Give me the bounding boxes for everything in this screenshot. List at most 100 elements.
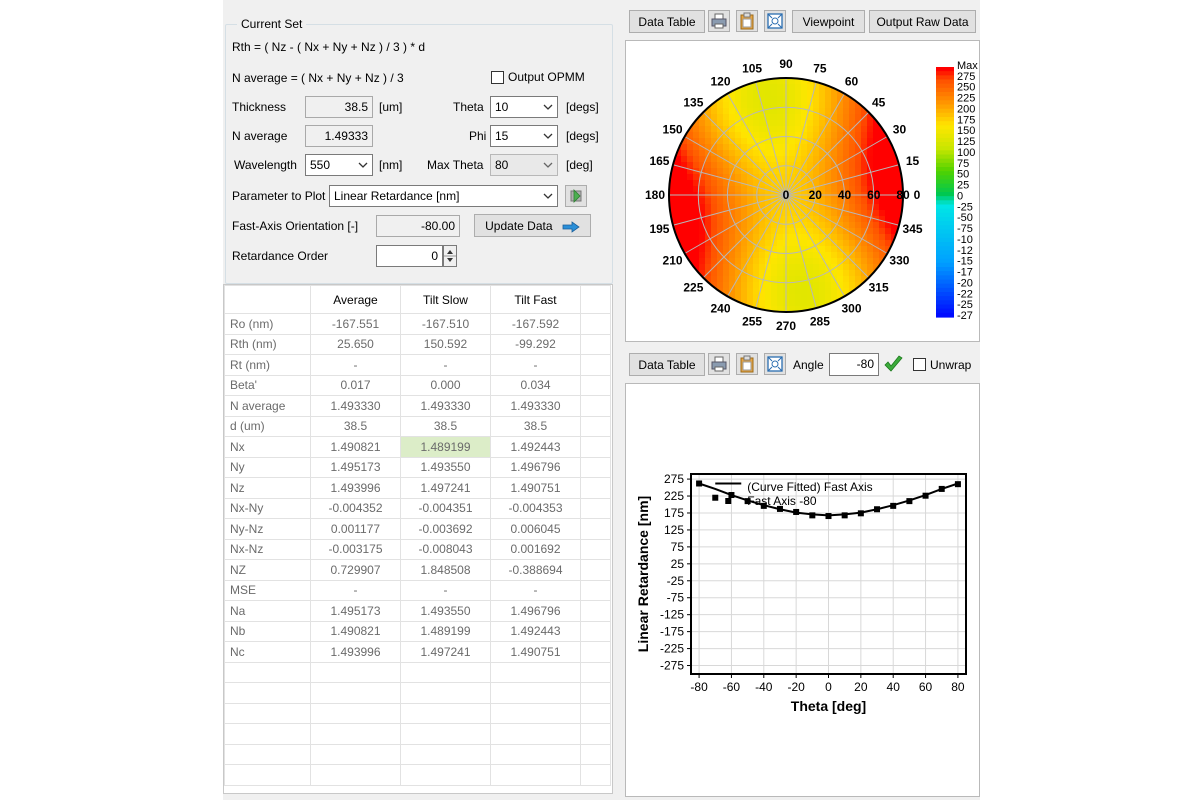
- table-cell[interactable]: -167.510: [400, 313, 491, 335]
- row-label[interactable]: MSE: [224, 579, 311, 601]
- table-cell[interactable]: -: [490, 354, 581, 376]
- empty-cell[interactable]: [310, 661, 401, 683]
- table-cell[interactable]: -0.003692: [400, 518, 491, 540]
- row-label[interactable]: Rt (nm): [224, 354, 311, 376]
- empty-cell[interactable]: [580, 333, 611, 355]
- thickness-field[interactable]: 38.5: [305, 96, 373, 118]
- table-row[interactable]: [224, 661, 611, 683]
- table-cell[interactable]: 1.493550: [400, 456, 491, 478]
- table-cell[interactable]: -: [400, 354, 491, 376]
- output-raw-data-button[interactable]: Output Raw Data: [869, 10, 976, 33]
- table-cell[interactable]: 1.493996: [310, 641, 401, 663]
- table-cell[interactable]: 1.493330: [310, 395, 401, 417]
- table-cell[interactable]: 0.017: [310, 374, 401, 396]
- empty-cell[interactable]: [310, 743, 401, 765]
- empty-cell[interactable]: [580, 559, 611, 581]
- table-row[interactable]: Nz 1.493996 1.497241 1.490751: [224, 477, 611, 499]
- empty-cell[interactable]: [580, 723, 611, 745]
- row-label[interactable]: d (um): [224, 415, 311, 437]
- fit-button-2[interactable]: [764, 353, 786, 375]
- empty-cell[interactable]: [224, 764, 311, 786]
- empty-cell[interactable]: [400, 702, 491, 724]
- empty-cell[interactable]: [490, 682, 581, 704]
- print-button[interactable]: [708, 10, 730, 32]
- row-label[interactable]: Beta': [224, 374, 311, 396]
- row-label[interactable]: Na: [224, 600, 311, 622]
- parameter-dropdown[interactable]: Linear Retardance [nm]: [329, 185, 558, 207]
- table-row[interactable]: Na 1.495173 1.493550 1.496796: [224, 600, 611, 622]
- table-cell[interactable]: -0.388694: [490, 559, 581, 581]
- row-label[interactable]: Nx: [224, 436, 311, 458]
- table-cell[interactable]: 0.000: [400, 374, 491, 396]
- table-row[interactable]: Nx-Nz -0.003175 -0.008043 0.001692: [224, 538, 611, 560]
- table-cell[interactable]: -0.004353: [490, 497, 581, 519]
- table-cell[interactable]: 1.490751: [490, 641, 581, 663]
- table-cell[interactable]: 38.5: [310, 415, 401, 437]
- table-cell[interactable]: -167.592: [490, 313, 581, 335]
- row-label[interactable]: Ny: [224, 456, 311, 478]
- empty-cell[interactable]: [490, 723, 581, 745]
- empty-cell[interactable]: [580, 641, 611, 663]
- table-row[interactable]: [224, 764, 611, 786]
- viewpoint-button[interactable]: Viewpoint: [792, 10, 865, 33]
- table-cell[interactable]: 1.493330: [490, 395, 581, 417]
- table-cell[interactable]: 1.492443: [490, 620, 581, 642]
- empty-cell[interactable]: [400, 723, 491, 745]
- empty-cell[interactable]: [224, 702, 311, 724]
- n-average-field[interactable]: 1.49333: [305, 125, 373, 147]
- empty-cell[interactable]: [580, 764, 611, 786]
- empty-cell[interactable]: [224, 723, 311, 745]
- table-cell[interactable]: 1.490821: [310, 620, 401, 642]
- table-cell[interactable]: 1.496796: [490, 456, 581, 478]
- row-label[interactable]: Nc: [224, 641, 311, 663]
- table-row[interactable]: [224, 702, 611, 724]
- table-cell[interactable]: 1.493996: [310, 477, 401, 499]
- table-cell[interactable]: 1.492443: [490, 436, 581, 458]
- table-cell[interactable]: -167.551: [310, 313, 401, 335]
- table-row[interactable]: [224, 682, 611, 704]
- header-average[interactable]: Average: [310, 285, 401, 314]
- retardance-chart[interactable]: -80 -60 -40 -20 0 20 40 60 80 275 225 175 125 75 25 -25…: [626, 384, 980, 797]
- table-cell[interactable]: -0.004351: [400, 497, 491, 519]
- table-row[interactable]: d (um) 38.5 38.5 38.5: [224, 415, 611, 437]
- empty-cell[interactable]: [310, 723, 401, 745]
- table-cell[interactable]: 1.495173: [310, 600, 401, 622]
- polar-plot[interactable]: 0153045607590105120135150165180195210225…: [626, 41, 980, 342]
- table-cell[interactable]: 1.495173: [310, 456, 401, 478]
- wavelength-dropdown[interactable]: 550: [305, 154, 373, 176]
- empty-cell[interactable]: [580, 477, 611, 499]
- table-row[interactable]: Ny 1.495173 1.493550 1.496796: [224, 456, 611, 478]
- header-tilt-slow[interactable]: Tilt Slow: [400, 285, 491, 314]
- fit-button[interactable]: [764, 10, 786, 32]
- update-data-button[interactable]: Update Data: [474, 214, 591, 237]
- empty-cell[interactable]: [224, 661, 311, 683]
- table-row[interactable]: Rt (nm) - - -: [224, 354, 611, 376]
- empty-cell[interactable]: [580, 702, 611, 724]
- table-cell[interactable]: -: [310, 354, 401, 376]
- table-row[interactable]: NZ 0.729907 1.848508 -0.388694: [224, 559, 611, 581]
- fast-axis-field[interactable]: -80.00: [376, 215, 460, 237]
- table-cell[interactable]: -: [400, 579, 491, 601]
- table-cell[interactable]: 0.001692: [490, 538, 581, 560]
- table-cell[interactable]: 1.497241: [400, 641, 491, 663]
- empty-cell[interactable]: [490, 764, 581, 786]
- row-label[interactable]: N average: [224, 395, 311, 417]
- table-row[interactable]: Rth (nm) 25.650 150.592 -99.292: [224, 333, 611, 355]
- table-cell[interactable]: -99.292: [490, 333, 581, 355]
- line-data-table-button[interactable]: Data Table: [629, 353, 705, 376]
- table-cell[interactable]: 25.650: [310, 333, 401, 355]
- row-label[interactable]: Nx-Ny: [224, 497, 311, 519]
- empty-cell[interactable]: [580, 620, 611, 642]
- empty-cell[interactable]: [224, 682, 311, 704]
- empty-cell[interactable]: [580, 436, 611, 458]
- apply-angle-button[interactable]: [882, 353, 904, 375]
- empty-cell[interactable]: [580, 518, 611, 540]
- empty-cell[interactable]: [580, 579, 611, 601]
- theta-dropdown[interactable]: 10: [490, 96, 558, 118]
- table-cell[interactable]: -0.008043: [400, 538, 491, 560]
- table-cell[interactable]: 1.496796: [490, 600, 581, 622]
- row-label[interactable]: Nb: [224, 620, 311, 642]
- row-label[interactable]: Nz: [224, 477, 311, 499]
- unwrap-checkbox[interactable]: [913, 358, 926, 371]
- empty-cell[interactable]: [310, 764, 401, 786]
